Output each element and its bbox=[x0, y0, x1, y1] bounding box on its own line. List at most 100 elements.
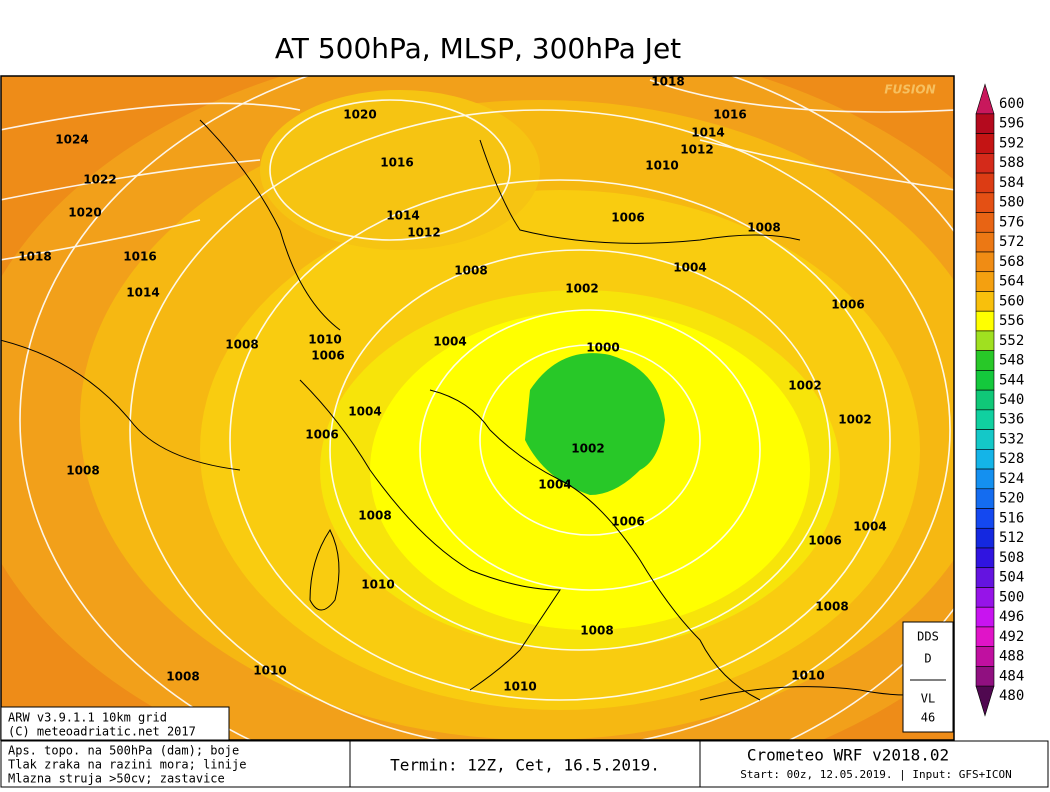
colorbar-label: 576 bbox=[999, 214, 1024, 230]
isobar-label: 1010 bbox=[361, 578, 394, 592]
isobar-label: 1006 bbox=[831, 298, 864, 312]
map: FUSION 1018 1020 1016 1014 1024 1012 1010 1016 1… bbox=[1, 75, 954, 740]
colorbar-label: 480 bbox=[999, 688, 1024, 704]
colorbar-cell bbox=[975, 527, 995, 549]
isobar-label: 1020 bbox=[343, 108, 376, 122]
colorbar-label: 572 bbox=[999, 234, 1024, 250]
colorbar-cell bbox=[975, 508, 995, 529]
colorbar-label: 540 bbox=[999, 392, 1024, 408]
colorbar-label: 556 bbox=[999, 313, 1024, 329]
isobar-label: 1020 bbox=[68, 206, 101, 220]
colorbar-label: 588 bbox=[999, 155, 1024, 171]
isobar-label: 1006 bbox=[311, 349, 344, 363]
termin: Termin: 12Z, Cet, 16.5.2019. bbox=[390, 756, 660, 775]
colorbar-label: 600 bbox=[999, 96, 1024, 112]
colorbar-label: 528 bbox=[999, 451, 1024, 467]
isobar-label: 1004 bbox=[853, 520, 886, 534]
colorbar-label: 492 bbox=[999, 629, 1024, 645]
colorbar-cell bbox=[975, 153, 995, 174]
description: Tlak zraka na razini mora; linije bbox=[8, 758, 246, 772]
isobar-label: 1014 bbox=[126, 286, 159, 300]
isobar-label: 1000 bbox=[586, 341, 619, 355]
colorbar-cell bbox=[975, 113, 995, 134]
isobar-label: 1018 bbox=[651, 75, 684, 89]
colorbar-cell bbox=[975, 192, 995, 213]
isobar-label: 1012 bbox=[680, 143, 713, 157]
isobar-label: 1018 bbox=[18, 250, 51, 264]
isobar-label: 1008 bbox=[747, 221, 780, 235]
colorbar-cell bbox=[975, 172, 995, 194]
colorbar-cell bbox=[975, 468, 995, 490]
isobar-label: 1006 bbox=[305, 428, 338, 442]
colorbar-cell bbox=[975, 310, 995, 332]
colorbar-label: 496 bbox=[999, 609, 1024, 625]
watermark: FUSION bbox=[884, 83, 935, 97]
isobar-label: 1006 bbox=[611, 211, 644, 225]
isobar-label: 1002 bbox=[565, 282, 598, 296]
isobar-label: 1002 bbox=[571, 442, 604, 456]
crometeo-title: Crometeo WRF v2018.02 bbox=[747, 746, 949, 765]
colorbar-label: 532 bbox=[999, 431, 1024, 447]
colorbar-label: 552 bbox=[999, 333, 1024, 349]
colorbar-label: 544 bbox=[999, 372, 1024, 388]
colorbar-cell bbox=[975, 370, 995, 391]
title: AT 500hPa, MLSP, 300hPa Jet bbox=[275, 32, 681, 65]
colorbar-label: 500 bbox=[999, 589, 1024, 605]
footer bbox=[0, 740, 1049, 788]
isobar-label: 1008 bbox=[815, 600, 848, 614]
colorbar-cell bbox=[975, 587, 995, 608]
colorbar-label: 520 bbox=[999, 491, 1024, 507]
colorbar-label: 596 bbox=[999, 116, 1024, 132]
isobar-label: 1016 bbox=[713, 108, 746, 122]
isobar-label: 1010 bbox=[503, 680, 536, 694]
colorbar-cell bbox=[975, 567, 995, 588]
dds-box bbox=[902, 621, 954, 733]
colorbar-label: 488 bbox=[999, 649, 1024, 665]
isobar-label: 1010 bbox=[791, 669, 824, 683]
colorbar-cell bbox=[975, 212, 995, 233]
colorbar-cell bbox=[975, 646, 995, 667]
description: Aps. topo. na 500hPa (dam); boje bbox=[8, 744, 239, 758]
dds-text: DDS bbox=[917, 630, 939, 644]
colorbar-label: 584 bbox=[999, 175, 1024, 191]
colorbar-label: 536 bbox=[999, 412, 1024, 428]
colorbar-label: 564 bbox=[999, 274, 1024, 290]
crometeo-start: Start: 00z, 12.05.2019. | Input: GFS+ICO… bbox=[740, 768, 1012, 781]
isobar-label: 1008 bbox=[225, 338, 258, 352]
colorbar-label: 508 bbox=[999, 550, 1024, 566]
info-text: ARW v3.9.1.1 10km grid bbox=[8, 711, 167, 725]
colorbar-cell bbox=[975, 330, 995, 351]
colorbar-cell bbox=[975, 350, 995, 371]
colorbar-cell bbox=[975, 83, 995, 115]
colorbar-label: 512 bbox=[999, 530, 1024, 546]
isobar-label: 1008 bbox=[358, 509, 391, 523]
colorbar-label: 592 bbox=[999, 135, 1024, 151]
info-text: (C) meteoadriatic.net 2017 bbox=[8, 725, 196, 739]
isobar-label: 1006 bbox=[611, 515, 644, 529]
field-green bbox=[525, 353, 665, 495]
colorbar-cell bbox=[975, 251, 995, 273]
description: Mlazna struja >50cv; zastavice bbox=[8, 772, 225, 786]
isobar-label: 1008 bbox=[454, 264, 487, 278]
isobar-label: 1016 bbox=[380, 156, 413, 170]
isobar-label: 1014 bbox=[386, 209, 419, 223]
colorbar-cell bbox=[975, 271, 995, 292]
isobar-label: 1016 bbox=[123, 250, 156, 264]
isobar-label: 1004 bbox=[433, 335, 466, 349]
map-frame bbox=[0, 75, 955, 741]
isolines bbox=[1, 76, 954, 740]
isobar-label: 1008 bbox=[166, 670, 199, 684]
field bbox=[260, 90, 540, 250]
isobar-label: 1012 bbox=[407, 226, 440, 240]
isobar-label: 1008 bbox=[66, 464, 99, 478]
isobar-label: 1004 bbox=[538, 478, 571, 492]
colorbar-label: 524 bbox=[999, 471, 1024, 487]
colorbar-cell bbox=[975, 133, 995, 154]
colorbar-cell bbox=[975, 666, 995, 687]
isobar-label: 1010 bbox=[253, 664, 286, 678]
coastlines bbox=[1, 119, 951, 701]
isobar-label: 1024 bbox=[55, 133, 88, 147]
colorbar-label: 484 bbox=[999, 668, 1024, 684]
colorbar-label: 560 bbox=[999, 293, 1024, 309]
